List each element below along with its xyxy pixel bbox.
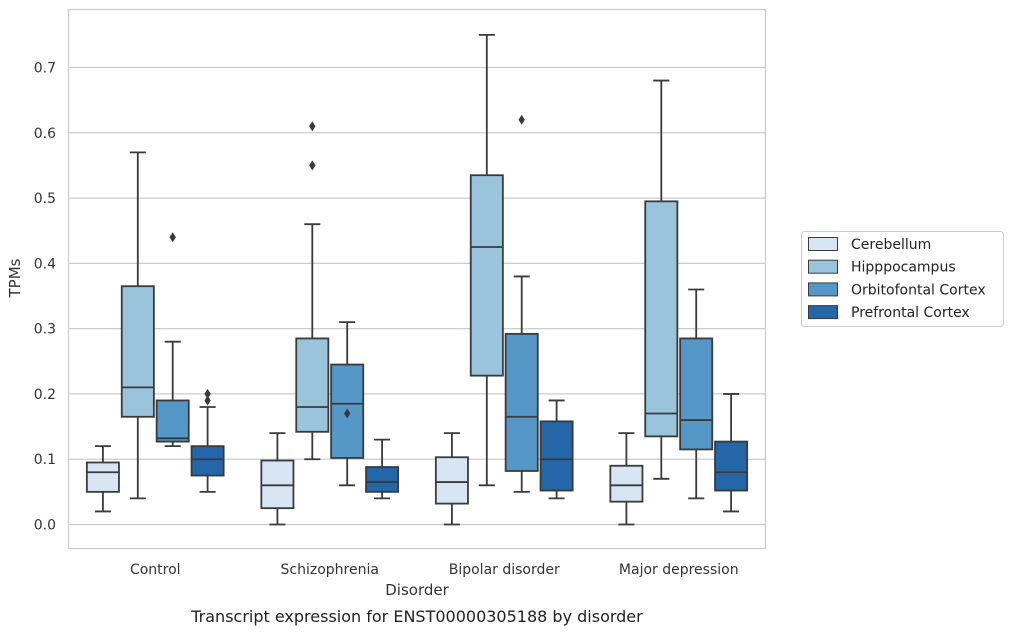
y-gridlines [68, 66, 766, 526]
outlier-point [309, 160, 316, 171]
legend-label: Orbitofontal Cortex [851, 282, 986, 298]
box-0-1 [120, 151, 155, 500]
outlier-point [169, 232, 176, 243]
outlier-point [344, 408, 351, 419]
outlier-point [309, 121, 316, 132]
y-tick-label: 0.2 [34, 387, 56, 403]
plot-frame [67, 8, 767, 550]
outlier-point [204, 388, 211, 399]
box-body [539, 420, 574, 492]
box-body [330, 363, 365, 459]
box-0-0 [85, 445, 120, 513]
box-2-3 [539, 399, 574, 500]
box-3-3 [714, 393, 749, 513]
y-tick-labels: 0.0 0.1 0.2 0.3 0.4 0.5 0.6 0.7 [34, 61, 56, 534]
box-3-0 [609, 432, 644, 526]
legend-label: Prefrontal Cortex [851, 305, 970, 321]
legend-frame [801, 231, 1004, 327]
box-body [295, 337, 330, 433]
box-body [504, 332, 539, 472]
x-tick-label: Major depression [619, 562, 739, 578]
box-1-1 [295, 121, 330, 461]
box-2-2 [504, 114, 539, 493]
box-marks [85, 33, 749, 526]
box-body [190, 445, 225, 477]
box-2-0 [434, 432, 469, 526]
x-tick-label: Bipolar disorder [449, 562, 560, 578]
x-tick-label: Control [130, 562, 181, 578]
x-tick-labels: Control Schizophrenia Bipolar disorder Majo… [130, 562, 739, 578]
chart-caption: Transcript expression for ENST0000030518… [190, 607, 643, 626]
legend-label: Hipppocampus [851, 260, 956, 276]
x-axis-label: Disorder [385, 581, 449, 599]
box-3-2 [679, 288, 714, 500]
box-body [644, 200, 679, 438]
x-tick-label: Schizophrenia [281, 562, 379, 578]
legend: Cerebellum Hipppocampus Orbitofontal Corte… [801, 231, 1004, 327]
box-body [714, 440, 749, 492]
box-body [609, 464, 644, 503]
box-body [260, 459, 295, 510]
y-tick-label: 0.5 [34, 191, 56, 207]
outlier-point [204, 395, 211, 406]
legend-label: Cerebellum [851, 237, 931, 253]
box-2-1 [469, 33, 504, 487]
legend-swatch [808, 237, 838, 251]
y-axis-label: TPMs [6, 258, 24, 298]
legend-swatch [808, 259, 838, 274]
legend-swatch [808, 305, 838, 320]
y-tick-label: 0.7 [34, 61, 56, 77]
box-0-2 [155, 232, 190, 448]
y-tick-label: 0.0 [34, 518, 56, 534]
box-body [155, 399, 190, 443]
y-tick-label: 0.1 [34, 452, 56, 468]
box-0-3 [190, 388, 225, 493]
box-1-2 [330, 321, 365, 487]
box-body [120, 285, 155, 418]
box-body [469, 174, 504, 377]
legend-swatch [808, 282, 838, 297]
y-tick-label: 0.4 [34, 256, 56, 272]
box-body [434, 456, 469, 505]
box-1-3 [365, 438, 400, 500]
outlier-point [518, 114, 525, 125]
box-body [679, 337, 714, 451]
y-tick-label: 0.6 [34, 126, 56, 142]
y-tick-label: 0.3 [34, 322, 56, 338]
box-1-0 [260, 432, 295, 526]
box-body [85, 461, 120, 493]
box-3-1 [644, 79, 679, 480]
box-body [365, 466, 400, 493]
